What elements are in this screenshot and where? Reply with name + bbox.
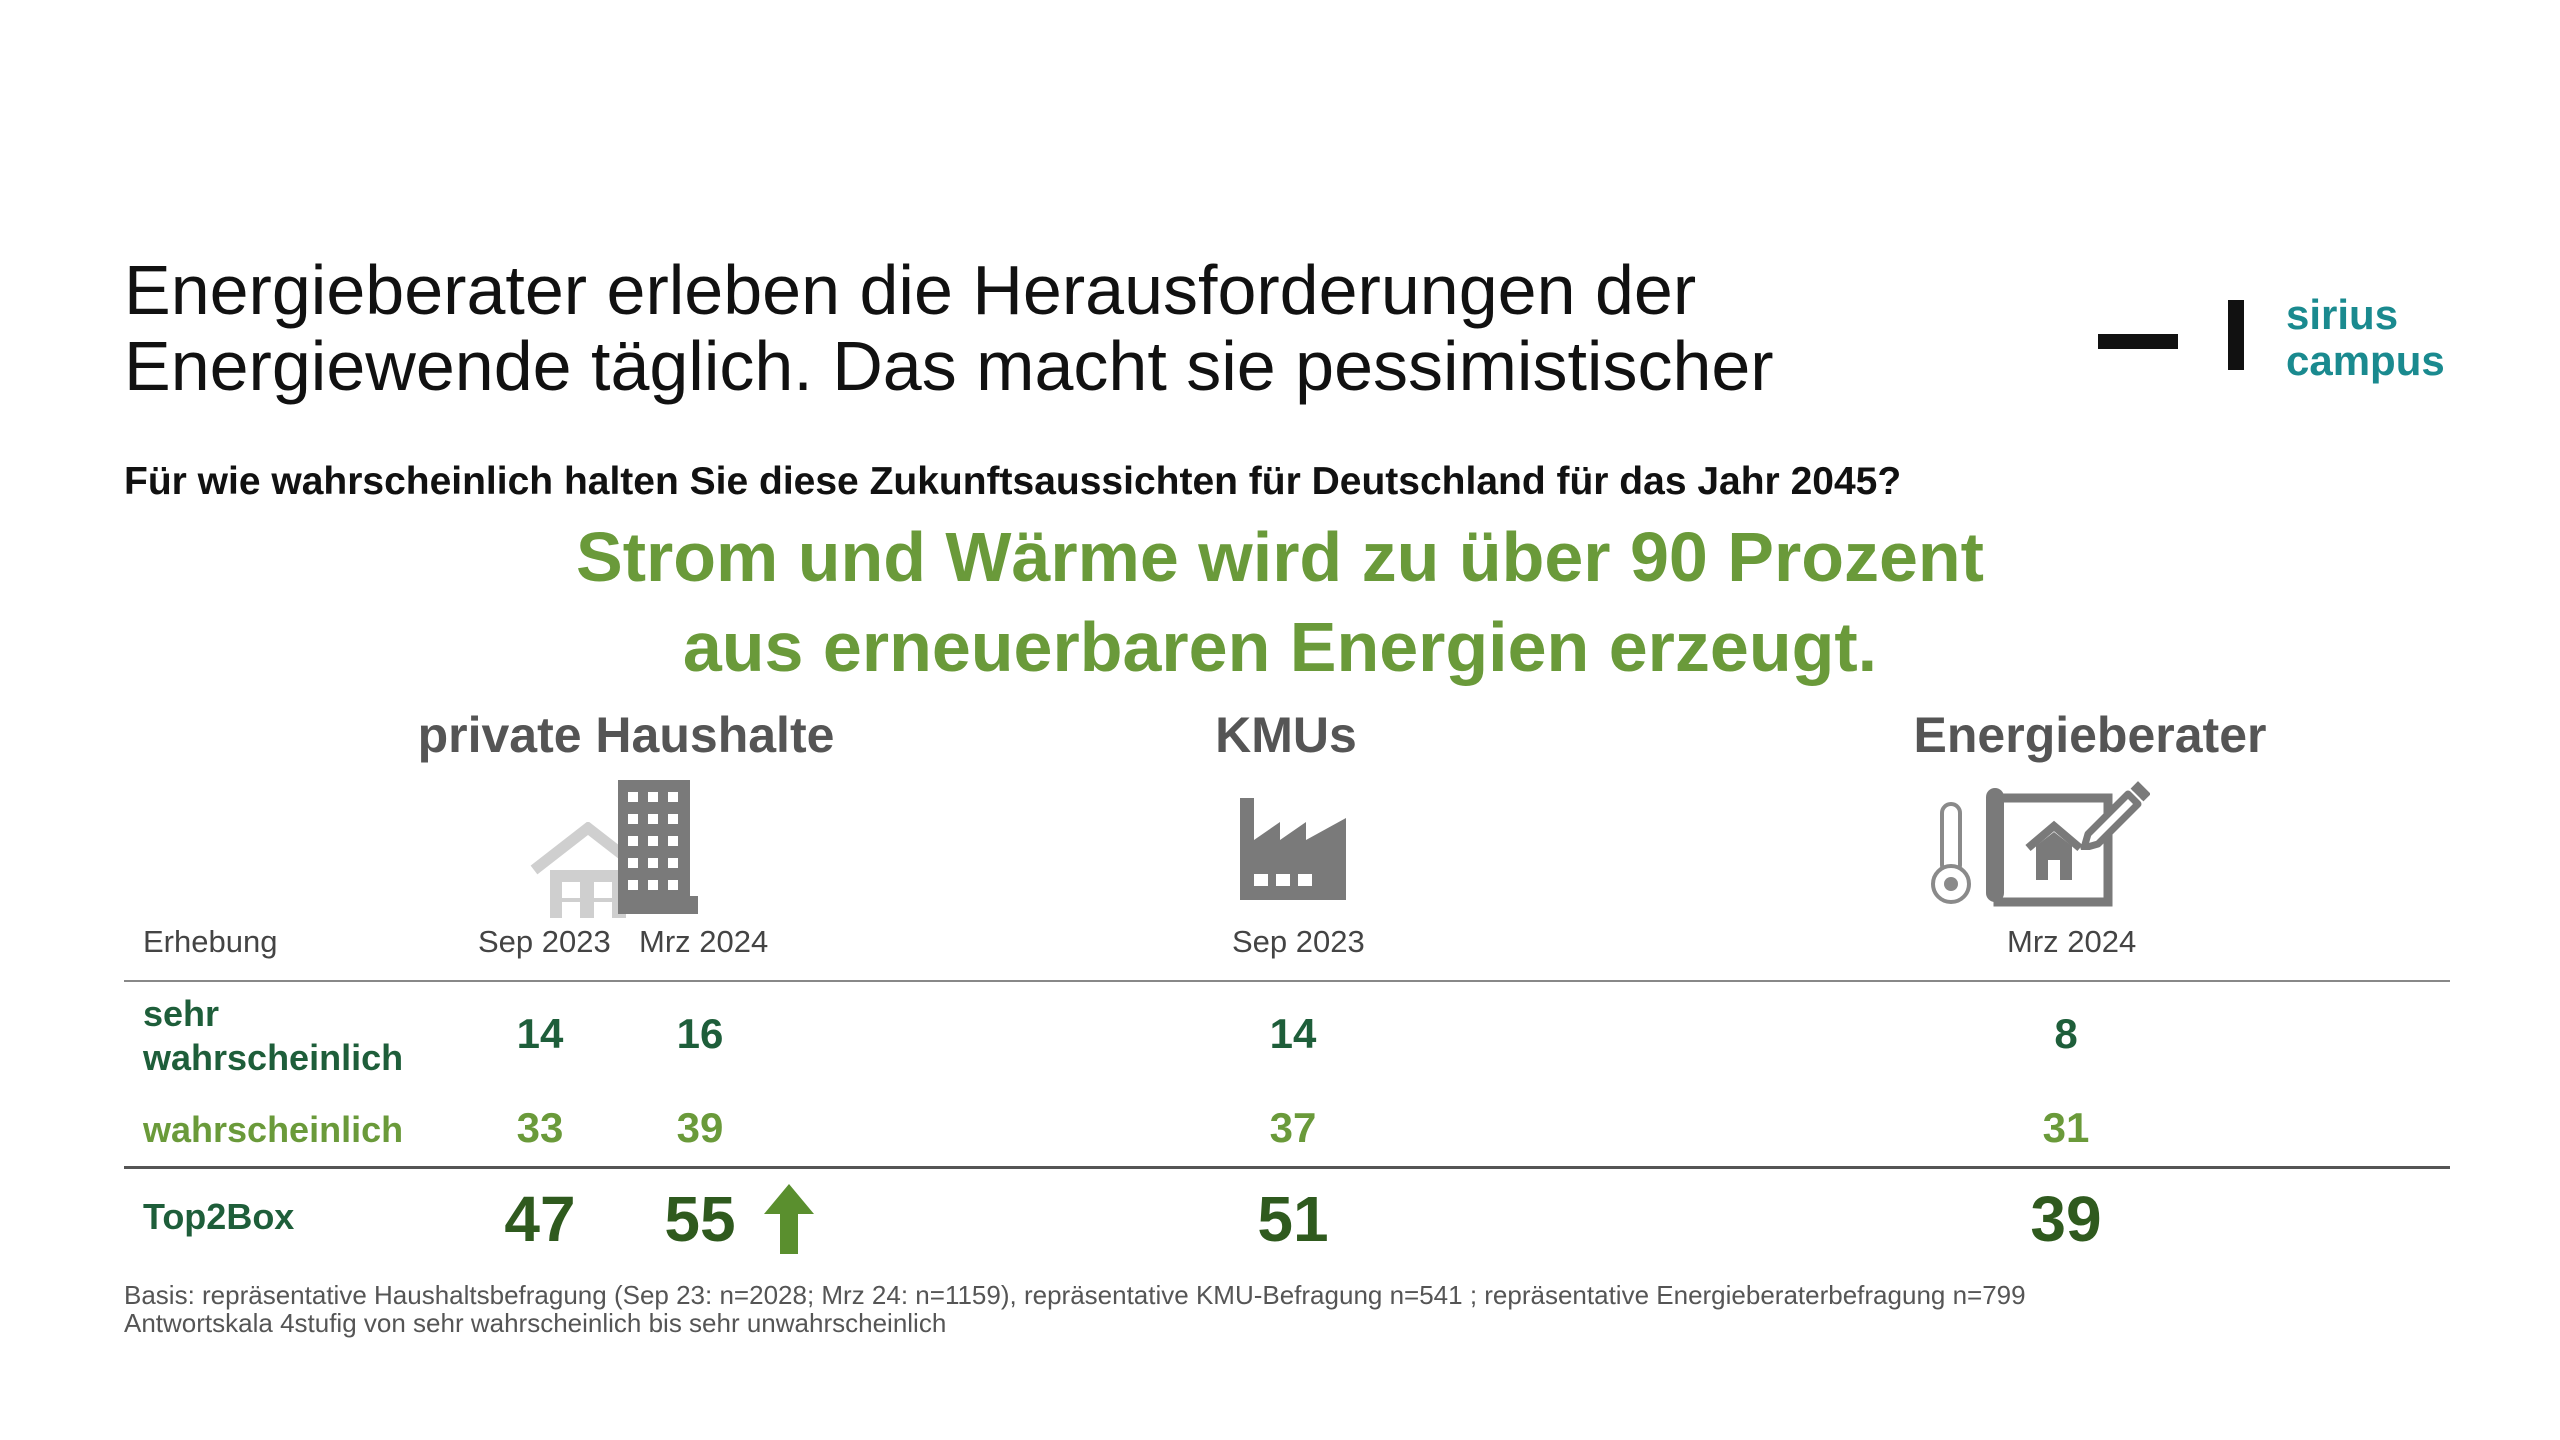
value-sehr-col-1: 14: [516, 1010, 564, 1057]
logo-line-1: sirius: [2286, 291, 2399, 338]
survey-question: Für wie wahrscheinlich halten Sie diese …: [124, 460, 1902, 503]
thermometer-icon: [1931, 802, 1971, 904]
footnote-line-2: Antwortskala 4stufig von sehr wahrschein…: [124, 1308, 947, 1338]
table-rule-top: [124, 980, 2450, 982]
header-erhebung: Erhebung: [143, 924, 278, 959]
page-title: Energieberater erleben die Herausforderu…: [124, 252, 2024, 404]
group-label-kmus: KMUs: [1215, 707, 1357, 763]
footnote-line-1: Basis: repräsentative Haushaltsbefragung…: [124, 1280, 2026, 1310]
value-top2box-col-1: 47: [504, 1183, 576, 1255]
page-title-line-1: Energieberater erleben die Herausforderu…: [124, 251, 1697, 329]
row-label-line-2: wahrscheinlich: [143, 1037, 404, 1078]
row-label-line-1: sehr: [143, 993, 220, 1034]
value-top2box-col-3: 51: [1257, 1183, 1329, 1255]
factory-icon: [1240, 798, 1346, 900]
logo-bar: [2228, 300, 2244, 370]
row-label-top2box: Top2Box: [143, 1196, 295, 1237]
logo-line-2: campus: [2286, 337, 2445, 384]
value-sehr-col-4: 8: [2054, 1010, 2078, 1057]
sirius-campus-logo: sirius campus: [2098, 292, 2478, 392]
table-rule-total: [124, 1166, 2450, 1169]
value-top2box-col-2: 55: [664, 1183, 736, 1255]
header-col-4: Mrz 2024: [2007, 924, 2137, 959]
page-title-line-2: Energiewende täglich. Das macht sie pess…: [124, 327, 1774, 405]
value-wahr-col-4: 31: [2042, 1104, 2090, 1151]
value-sehr-col-2: 16: [676, 1010, 724, 1057]
group-label-private-haushalte: private Haushalte: [417, 707, 835, 763]
value-wahr-col-2: 39: [676, 1104, 724, 1151]
header-col-3: Sep 2023: [1232, 924, 1365, 959]
statement-headline: Strom und Wärme wird zu über 90 Prozent …: [0, 512, 2560, 692]
row-label-sehr-wahrscheinlich: sehr wahrscheinlich: [143, 992, 403, 1080]
footnote: Basis: repräsentative Haushaltsbefragung…: [124, 1281, 2026, 1337]
header-col-2: Mrz 2024: [639, 924, 769, 959]
up-arrow-icon: [764, 1184, 814, 1254]
house-blueprint-icon: [1986, 788, 2113, 907]
apartment-building-icon: [618, 780, 698, 914]
row-label-wahrscheinlich: wahrscheinlich: [143, 1109, 404, 1150]
value-wahr-col-1: 33: [516, 1104, 564, 1151]
header-col-1: Sep 2023: [478, 924, 611, 959]
statement-line-1: Strom und Wärme wird zu über 90 Prozent: [576, 518, 1984, 596]
pencil-icon: [2080, 781, 2150, 850]
value-sehr-col-3: 14: [1269, 1010, 1317, 1057]
statement-line-2: aus erneuerbaren Energien erzeugt.: [682, 608, 1878, 686]
logo-wordmark: sirius campus: [2286, 292, 2445, 384]
value-top2box-col-4: 39: [2030, 1183, 2102, 1255]
logo-dash: [2098, 334, 2178, 349]
group-label-energieberater: Energieberater: [1913, 707, 2267, 763]
value-wahr-col-3: 37: [1269, 1104, 1317, 1151]
